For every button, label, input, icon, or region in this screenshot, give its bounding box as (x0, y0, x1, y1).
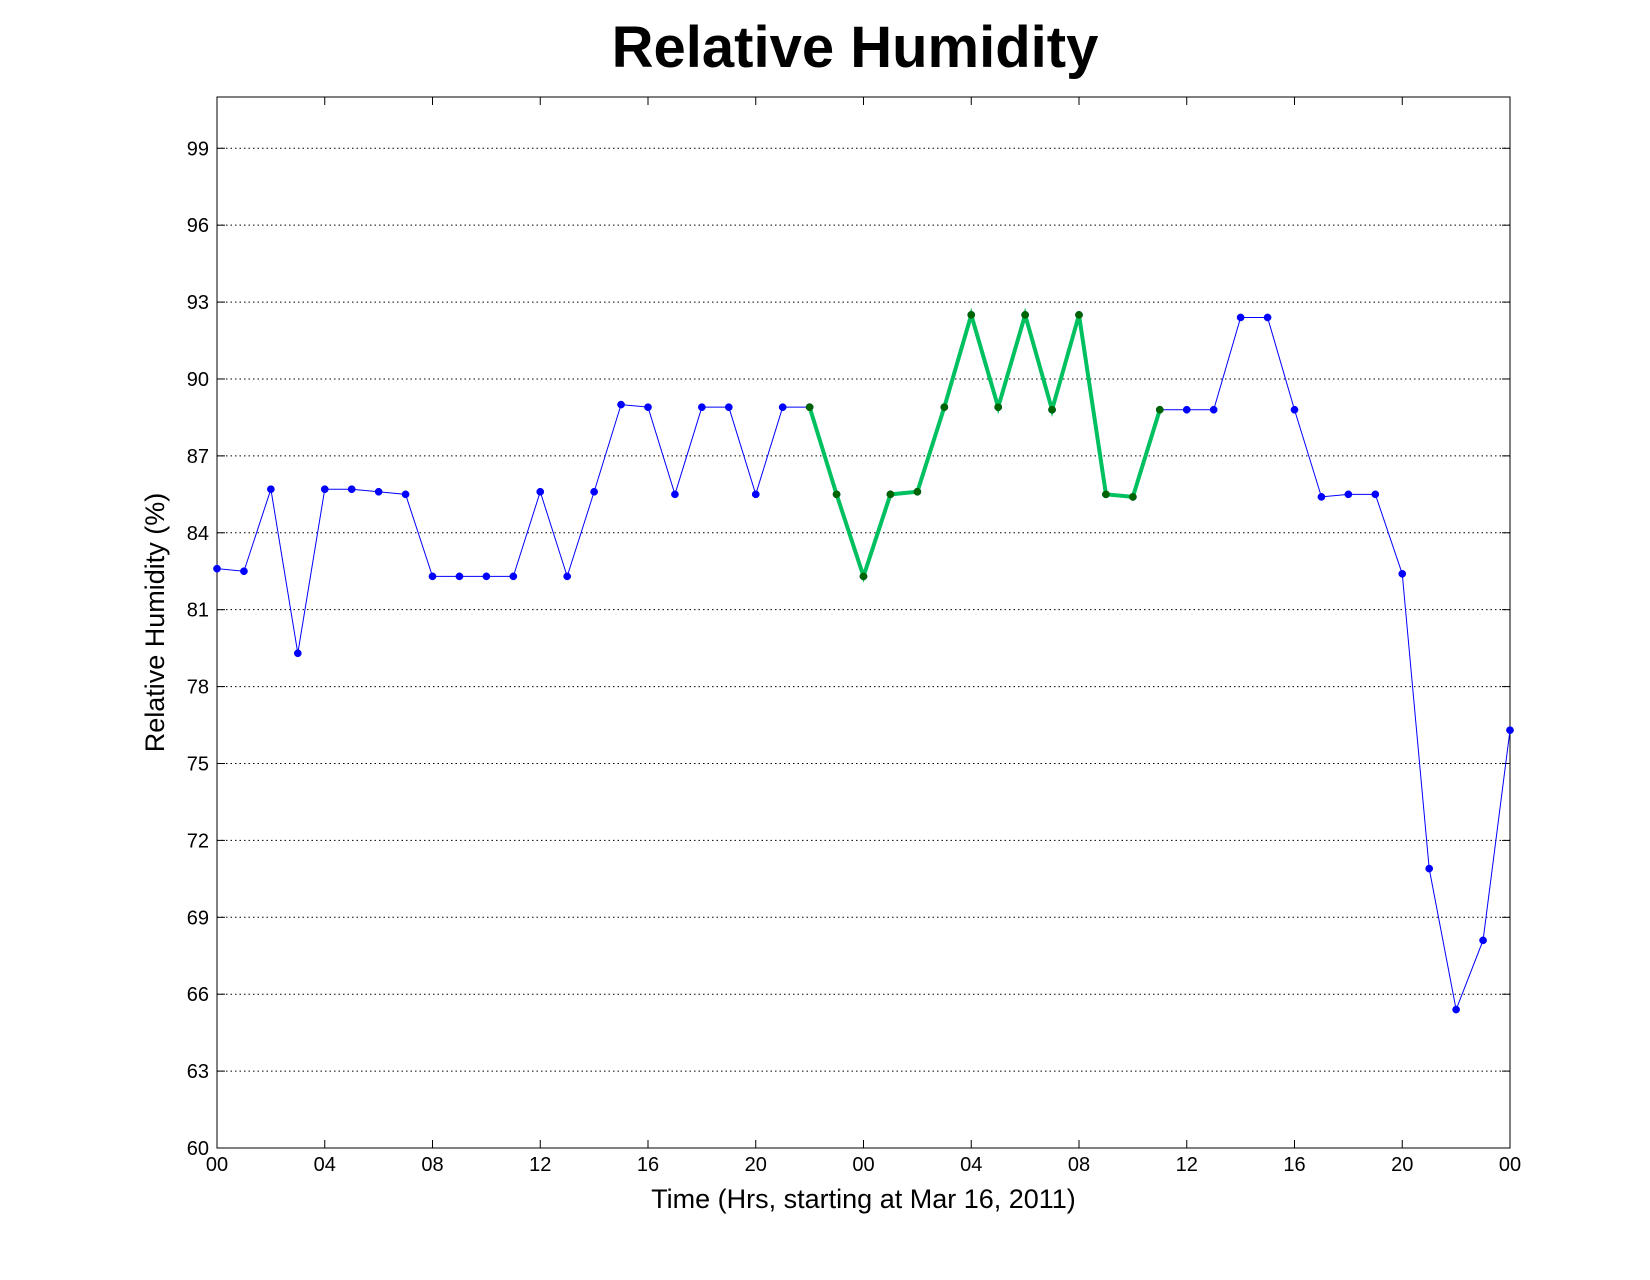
data-point (751, 490, 760, 499)
x-tick-label: 20 (1391, 1154, 1413, 1176)
data-point (1021, 311, 1029, 319)
data-point (644, 403, 652, 412)
y-tick-label: 63 (187, 1061, 209, 1083)
y-tick-label: 81 (187, 600, 209, 622)
data-point (1236, 313, 1245, 322)
data-point (913, 487, 922, 496)
data-point (1129, 493, 1137, 501)
series-line (807, 307, 1162, 583)
data-point (859, 572, 868, 581)
y-tick-label: 69 (187, 907, 209, 929)
data-point (1075, 311, 1083, 319)
y-tick-label: 99 (187, 138, 209, 160)
x-tick-label: 00 (852, 1154, 874, 1176)
y-tick-label: 90 (187, 369, 209, 391)
x-tick-label: 16 (1283, 1154, 1305, 1176)
y-tick-label: 72 (187, 830, 209, 852)
y-tick-label: 78 (187, 677, 209, 699)
data-point (347, 485, 356, 494)
data-point (886, 490, 895, 499)
data-point (509, 572, 518, 581)
x-tick-label: 04 (960, 1154, 982, 1176)
x-tick-label: 16 (637, 1154, 659, 1176)
data-point (455, 572, 464, 581)
data-point (724, 403, 733, 412)
data-point (1425, 864, 1434, 873)
axis-ticks: 60 63 66 69 72 75 78 81 84 87 90 93 96 99 00 04 08 12 16 20… (187, 97, 1521, 1176)
data-point (1263, 313, 1272, 322)
data-point (1102, 490, 1110, 499)
x-tick-label: 20 (745, 1154, 767, 1176)
data-point (1506, 726, 1514, 735)
x-tick-label: 12 (1176, 1154, 1198, 1176)
series-line (216, 313, 1511, 1012)
grid-lines (217, 147, 1510, 1072)
data-point (1452, 1005, 1460, 1014)
data-point (267, 485, 275, 494)
data-point (617, 400, 625, 409)
y-tick-label: 66 (187, 984, 209, 1006)
data-point (778, 403, 787, 412)
data-point (563, 572, 572, 581)
x-tick-label: 00 (206, 1154, 228, 1176)
data-point (940, 403, 949, 412)
data-point (671, 490, 679, 499)
plot-area-border (216, 96, 1511, 1149)
data-point (1048, 405, 1056, 414)
y-tick-label: 87 (187, 446, 209, 468)
data-point (401, 490, 410, 499)
data-point (698, 403, 706, 412)
chart-title: Relative Humidity (611, 15, 1099, 80)
y-tick-label: 96 (187, 215, 209, 237)
x-tick-label: 12 (529, 1154, 551, 1176)
y-tick-label: 84 (187, 523, 209, 545)
data-point (805, 403, 814, 412)
x-tick-label: 00 (1499, 1154, 1521, 1176)
y-tick-label: 93 (187, 292, 209, 314)
y-axis-label: Relative Humidity (%) (140, 493, 170, 753)
data-point (482, 572, 491, 581)
y-tick-label: 60 (187, 1138, 209, 1160)
data-point (320, 485, 329, 494)
data-point (293, 649, 302, 658)
data-point (240, 567, 248, 576)
data-point (1317, 493, 1326, 501)
data-point (1344, 490, 1353, 499)
x-tick-label: 04 (314, 1154, 336, 1176)
data-point (832, 490, 841, 499)
x-tick-label: 08 (421, 1154, 443, 1176)
series-2 (805, 307, 1164, 583)
x-axis-label: Time (Hrs, starting at Mar 16, 2011) (651, 1184, 1076, 1214)
data-point (1290, 405, 1299, 414)
data-point (1371, 490, 1380, 499)
x-tick-label: 08 (1068, 1154, 1090, 1176)
data-point (536, 487, 545, 496)
data-point (1182, 405, 1191, 414)
data-point (590, 487, 598, 496)
series-1 (213, 311, 1514, 1014)
data-point (1155, 405, 1164, 414)
data-point (213, 564, 221, 573)
data-point (1209, 405, 1218, 414)
data-point (1398, 569, 1407, 578)
data-point (428, 572, 437, 581)
data-point (967, 311, 976, 319)
y-tick-label: 75 (187, 753, 209, 775)
series-group (213, 307, 1514, 1014)
data-point (994, 403, 1003, 412)
data-point (1479, 936, 1487, 945)
data-point (374, 487, 383, 496)
